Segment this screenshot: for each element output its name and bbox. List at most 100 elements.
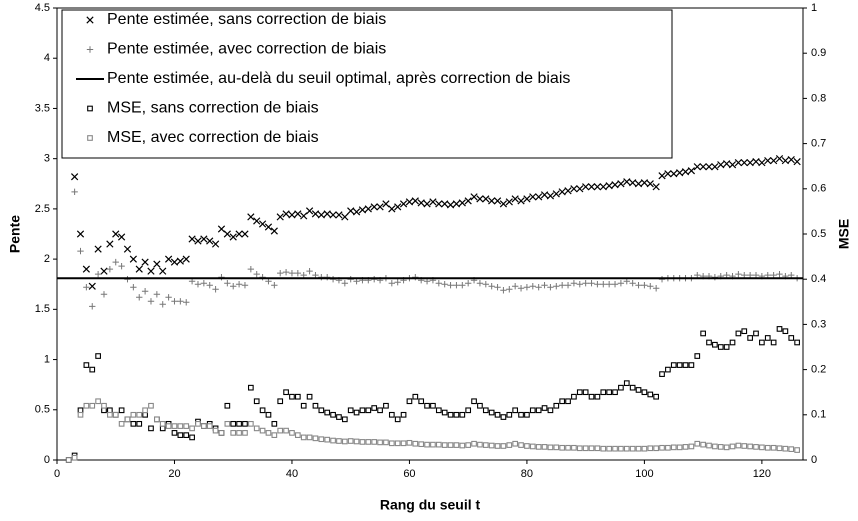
point xyxy=(200,235,208,243)
point xyxy=(653,393,659,400)
point xyxy=(770,444,777,451)
point xyxy=(629,384,636,391)
point xyxy=(201,423,207,429)
point xyxy=(136,411,143,418)
point xyxy=(688,362,695,368)
point xyxy=(600,281,607,288)
point xyxy=(129,255,137,263)
point xyxy=(130,284,137,291)
point xyxy=(347,207,355,215)
point xyxy=(247,265,255,273)
point xyxy=(82,265,90,273)
point xyxy=(230,283,237,290)
point xyxy=(311,210,320,218)
y2-tick-label: 0.5 xyxy=(811,228,826,240)
point xyxy=(682,444,689,450)
point xyxy=(600,445,607,452)
point xyxy=(640,179,649,187)
point xyxy=(224,420,231,427)
point xyxy=(365,407,372,414)
point xyxy=(336,414,342,420)
point xyxy=(523,195,531,203)
point xyxy=(106,240,114,248)
point xyxy=(753,444,759,450)
point xyxy=(535,284,542,291)
point xyxy=(606,389,613,396)
point xyxy=(406,439,413,446)
point xyxy=(89,402,96,409)
point xyxy=(154,416,160,423)
point xyxy=(253,398,260,405)
y2-tick-label: 0.1 xyxy=(811,409,826,421)
point xyxy=(605,281,613,288)
point xyxy=(217,225,226,233)
point xyxy=(112,258,119,266)
y2-tick-label: 0.6 xyxy=(811,183,826,195)
point xyxy=(711,163,719,171)
point xyxy=(517,285,525,292)
point xyxy=(494,284,501,291)
point xyxy=(494,411,501,418)
point xyxy=(735,442,742,449)
point xyxy=(676,169,684,177)
point xyxy=(482,195,490,203)
point xyxy=(359,439,366,445)
point xyxy=(511,195,519,203)
point xyxy=(741,328,748,335)
point xyxy=(306,434,313,441)
point xyxy=(241,282,249,289)
point xyxy=(693,163,701,171)
point xyxy=(212,286,219,293)
point xyxy=(511,283,519,290)
point xyxy=(571,444,577,451)
x-tick-label: 20 xyxy=(168,468,180,480)
point xyxy=(83,402,90,409)
point xyxy=(230,430,237,436)
point xyxy=(447,411,454,418)
point xyxy=(235,230,243,238)
point xyxy=(587,183,596,191)
point xyxy=(446,201,455,209)
point xyxy=(647,283,654,290)
point xyxy=(570,280,578,287)
point xyxy=(582,183,590,191)
point xyxy=(728,161,737,169)
point xyxy=(535,193,543,201)
point xyxy=(488,197,496,205)
point xyxy=(670,362,677,368)
point xyxy=(83,284,90,291)
x-axis-title: Rang du seuil t xyxy=(380,497,481,513)
point xyxy=(112,411,119,418)
point xyxy=(670,170,678,178)
y-axis-title: Pente xyxy=(7,215,23,253)
point xyxy=(794,447,800,453)
point xyxy=(289,393,295,400)
point xyxy=(276,213,284,221)
point xyxy=(599,183,607,191)
point xyxy=(83,362,90,368)
point xyxy=(618,384,624,391)
point xyxy=(629,179,637,187)
point xyxy=(117,233,126,241)
point xyxy=(418,441,425,448)
point xyxy=(329,211,337,219)
point xyxy=(541,405,548,411)
point xyxy=(189,425,195,432)
point xyxy=(776,326,783,332)
point xyxy=(477,441,483,448)
point xyxy=(482,442,489,448)
point xyxy=(488,442,495,449)
point xyxy=(318,436,325,443)
point xyxy=(95,353,101,359)
point xyxy=(611,281,619,288)
point xyxy=(347,407,354,414)
point xyxy=(723,160,731,168)
point xyxy=(142,411,148,418)
point xyxy=(165,423,172,429)
point xyxy=(411,197,419,205)
point xyxy=(329,276,337,283)
point xyxy=(88,282,96,290)
point xyxy=(618,445,624,452)
point xyxy=(494,443,501,449)
legend-label: Pente estimée, sans correction de biais xyxy=(107,11,386,28)
